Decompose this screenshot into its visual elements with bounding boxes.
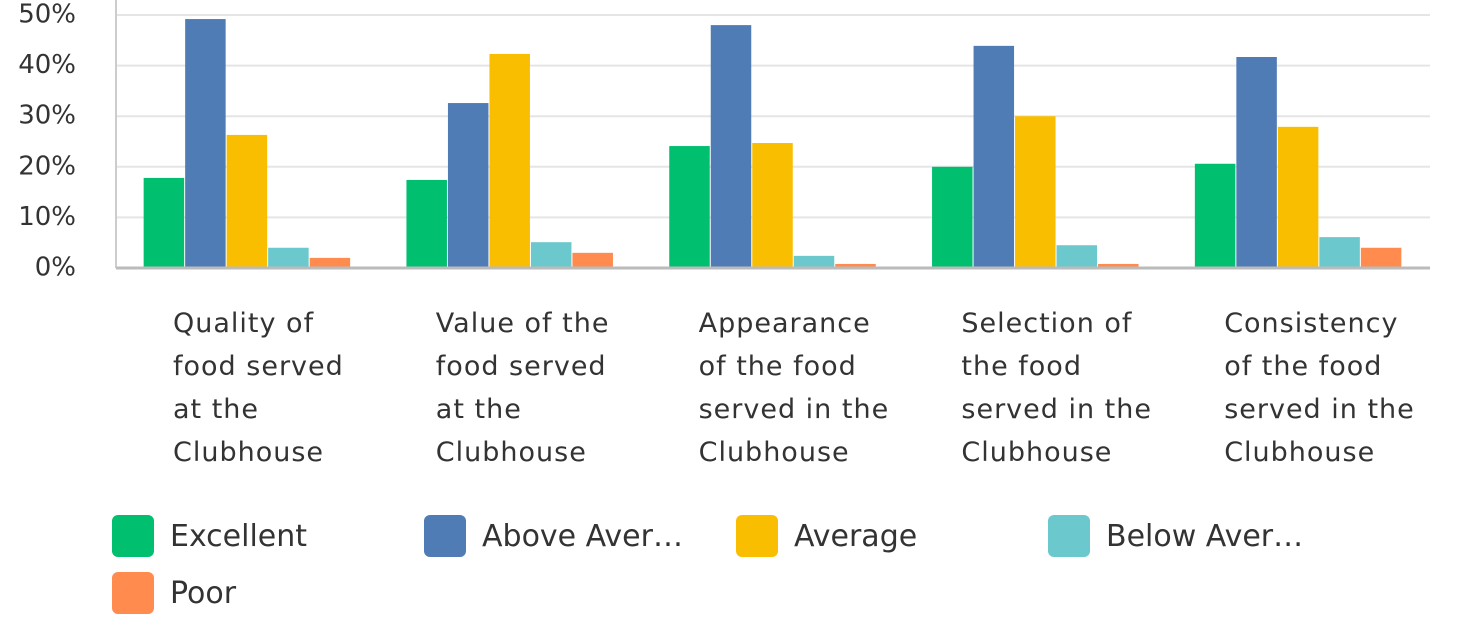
bar (406, 179, 447, 268)
legend-swatch (736, 515, 778, 557)
legend-label: Below Aver… (1106, 518, 1304, 554)
bar (1056, 245, 1098, 268)
legend-swatch (424, 515, 466, 557)
bar (1277, 126, 1319, 269)
y-tick-label: 50% (18, 0, 76, 30)
legend-swatch (1048, 515, 1090, 557)
bar (309, 257, 351, 268)
bar (226, 134, 268, 268)
bar (710, 25, 752, 269)
bar (793, 255, 835, 268)
legend-swatch (112, 572, 154, 614)
bar (835, 263, 876, 268)
y-tick-label: 0% (35, 253, 76, 283)
bar (447, 103, 489, 268)
bar (973, 45, 1015, 269)
bar (185, 19, 226, 268)
legend-item: Excellent (112, 515, 307, 557)
x-tick-label: Consistency of the food served in the Cl… (1224, 308, 1415, 468)
legend-item: Poor (112, 572, 236, 614)
x-tick-label: Value of the food served at the Clubhous… (435, 308, 610, 468)
bar (1015, 116, 1056, 268)
x-tick-label: Selection of the food served in the Club… (961, 308, 1152, 468)
bar (530, 242, 572, 268)
bar (669, 146, 710, 268)
legend-label: Above Aver… (482, 518, 683, 554)
bar (1319, 237, 1360, 268)
legend-swatch (112, 515, 154, 557)
y-tick-label: 20% (18, 151, 76, 181)
bar (1360, 247, 1402, 268)
y-tick-label: 10% (18, 202, 76, 232)
bar (1194, 163, 1236, 268)
bar (489, 53, 530, 268)
bar (572, 252, 613, 268)
y-tick-label: 30% (18, 101, 76, 131)
bar (1098, 263, 1139, 268)
x-tick-label: Quality of food served at the Clubhouse (173, 308, 344, 468)
legend-label: Poor (170, 575, 237, 611)
legend-item: Above Aver… (424, 515, 683, 557)
bar (1236, 56, 1277, 268)
legend-label: Excellent (170, 518, 308, 554)
bar (752, 143, 793, 268)
legend-item: Average (736, 515, 917, 557)
bar (143, 177, 185, 268)
y-tick-label: 40% (18, 50, 76, 80)
bar (268, 247, 309, 268)
x-tick-label: Appearance of the food served in the Clu… (698, 308, 890, 468)
legend-item: Below Aver… (1048, 515, 1303, 557)
legend-label: Average (794, 518, 918, 554)
bar (932, 166, 973, 268)
